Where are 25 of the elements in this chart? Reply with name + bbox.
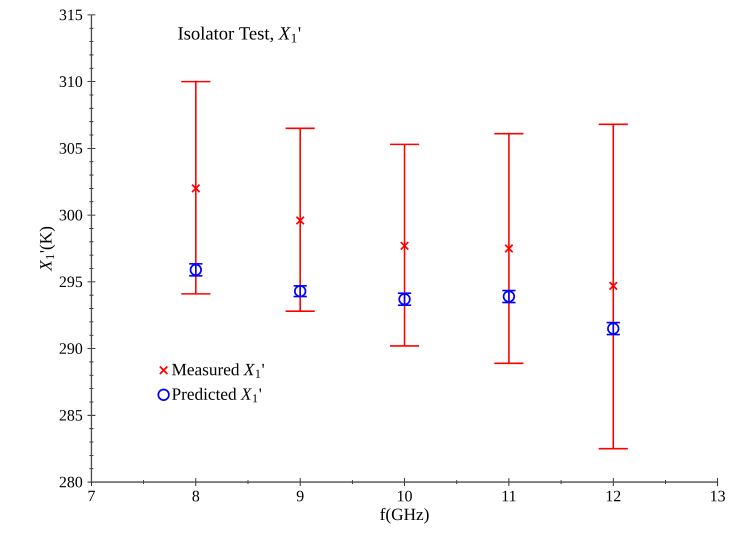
legend-label: Measured X$_{1}$' xyxy=(172,363,264,378)
x-tick-label: 9 xyxy=(296,490,304,502)
point xyxy=(504,244,514,254)
y-tick-label: 285 xyxy=(60,410,82,421)
x-axis-title: f(GHz) xyxy=(380,508,429,524)
x-tick-label: 7 xyxy=(88,490,95,502)
y-tick-label: 305 xyxy=(60,143,82,154)
point xyxy=(608,281,618,291)
x-tick-label: 13 xyxy=(711,490,725,502)
text: Isolator Test, X$_{1}$' xyxy=(178,26,300,42)
y-tick-label: 300 xyxy=(60,210,82,221)
y-axis-title: X$_{1}$'(K) xyxy=(40,227,56,272)
y-tick-label: 310 xyxy=(60,76,82,88)
x-tick-label: 12 xyxy=(606,490,620,502)
y-tick-label: 295 xyxy=(60,276,82,288)
y-tick-label: 280 xyxy=(60,476,82,488)
point xyxy=(400,241,410,251)
y-tick-label: 290 xyxy=(60,343,82,354)
x-tick-label: 10 xyxy=(398,490,412,502)
y-tick-label: 315 xyxy=(60,10,82,20)
x-tick-label: 8 xyxy=(192,490,200,502)
legend-label: Predicted X$_{1}$' xyxy=(172,388,262,402)
point xyxy=(296,216,305,226)
point xyxy=(191,184,200,194)
x-tick-label: 11 xyxy=(502,490,516,502)
